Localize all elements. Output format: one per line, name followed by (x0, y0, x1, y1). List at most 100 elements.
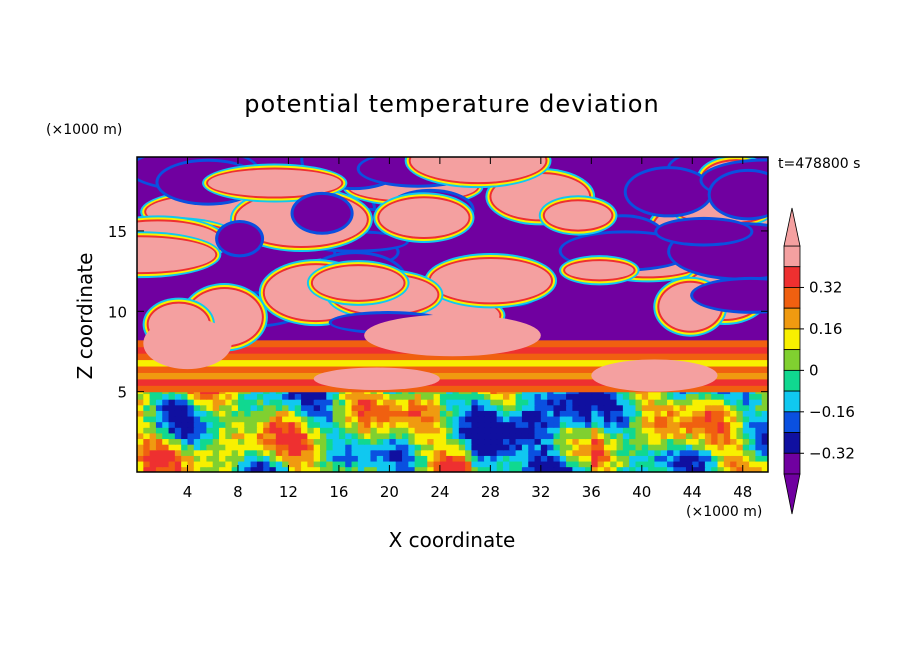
field-cell (559, 455, 567, 462)
field-cell (622, 393, 630, 400)
field-cell (730, 466, 738, 472)
field-cell (269, 466, 277, 472)
field-cell (635, 438, 643, 445)
field-cell (402, 455, 410, 462)
field-cell (547, 455, 555, 462)
field-cell (704, 449, 713, 456)
field-cell (446, 449, 454, 456)
field-cell (439, 443, 447, 451)
field-cell (143, 455, 151, 462)
field-cell (648, 410, 656, 417)
field-cell (446, 460, 454, 468)
field-cell (301, 460, 309, 468)
field-cell (143, 432, 151, 440)
field-cell (641, 404, 649, 411)
field-cell (534, 443, 542, 451)
field-cell (578, 460, 586, 468)
field-cell (490, 415, 498, 423)
field-cell (345, 443, 353, 451)
field-cell (294, 438, 302, 445)
field-blob (143, 317, 232, 370)
field-cell (711, 443, 719, 451)
field-cell (383, 393, 391, 400)
field-band (137, 372, 768, 380)
field-cell (509, 421, 517, 428)
field-cell (547, 466, 555, 472)
field-cell (433, 410, 441, 417)
field-cell (654, 410, 662, 417)
field-cell (515, 438, 523, 445)
field-cell (332, 404, 340, 411)
field-cell (654, 460, 662, 468)
field-cell (591, 438, 599, 445)
field-cell (635, 443, 643, 451)
field-cell (547, 460, 555, 468)
field-cell (155, 449, 164, 456)
field-cell (433, 438, 441, 445)
field-cell (458, 398, 466, 406)
field-cell (345, 427, 353, 434)
field-cell (692, 410, 700, 417)
field-cell (370, 427, 378, 434)
field-cell (332, 415, 340, 423)
field-cell (402, 415, 410, 423)
field-cell (244, 427, 252, 434)
field-cell (685, 438, 694, 445)
field-cell (471, 449, 479, 456)
field-cell (502, 393, 511, 400)
field-cell (414, 443, 422, 451)
field-cell (755, 404, 763, 411)
field-cell (364, 466, 372, 472)
field-cell (294, 443, 302, 451)
field-cell (313, 460, 321, 468)
field-cell (301, 449, 309, 456)
field-cell (263, 427, 271, 434)
field-cell (420, 466, 429, 472)
field-cell (465, 421, 473, 428)
field-cell (616, 421, 624, 428)
field-cell (540, 460, 548, 468)
field-cell (439, 410, 447, 417)
field-cell (414, 398, 422, 406)
field-cell (301, 404, 309, 411)
field-cell (452, 438, 460, 445)
field-cell (200, 427, 208, 434)
field-cell (566, 466, 574, 472)
field-cell (761, 404, 768, 411)
field-cell (364, 410, 372, 417)
field-cell (244, 438, 252, 445)
field-cell (326, 393, 334, 400)
field-cell (465, 460, 473, 468)
field-cell (326, 432, 334, 440)
field-cell (313, 427, 321, 434)
field-cell (433, 443, 441, 451)
field-cell (755, 421, 763, 428)
field-cell (471, 455, 479, 462)
field-cell (225, 443, 233, 451)
field-cell (275, 393, 283, 400)
colorbar-box (783, 369, 801, 392)
field-cell (212, 398, 220, 406)
field-cell (515, 398, 523, 406)
field-cell (288, 449, 296, 456)
field-cell (635, 421, 643, 428)
field-cell (629, 438, 637, 445)
field-cell (244, 466, 252, 472)
field-cell (742, 443, 750, 451)
field-cell (749, 415, 757, 423)
field-cell (414, 449, 422, 456)
field-cell (269, 427, 277, 434)
field-cell (307, 432, 315, 440)
field-cell (547, 415, 555, 423)
field-cell (338, 438, 347, 445)
field-cell (187, 449, 195, 456)
field-cell (219, 460, 227, 468)
field-cell (439, 427, 447, 434)
field-cell (553, 443, 561, 451)
field-cell (439, 438, 447, 445)
field-cell (420, 438, 429, 445)
field-cell (383, 404, 391, 411)
field-cell (660, 415, 668, 423)
field-cell (206, 393, 214, 400)
field-cell (528, 438, 536, 445)
